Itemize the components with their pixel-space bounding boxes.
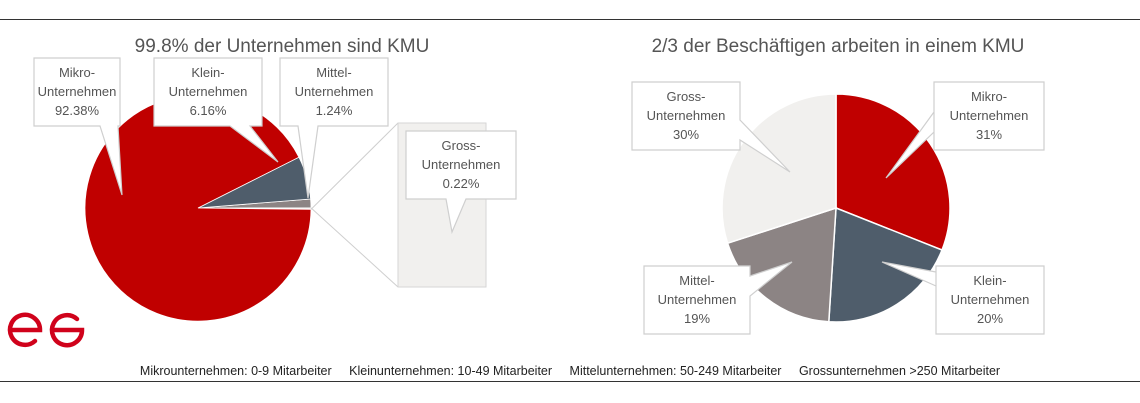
chart1-mikro-value-label: 92.38% [55, 103, 100, 118]
chart1-mittel-label-line: Unternehmen [295, 84, 374, 99]
chart1-title: 99.8% der Unternehmen sind KMU [135, 36, 430, 57]
chart2-gross-callout-box [631, 81, 791, 173]
company-logo [7, 312, 85, 348]
chart2-mikro-callout: Mikro- Unternehmen 31% [885, 81, 1045, 179]
size-definitions-legend: Mikrounternehmen: 0-9 Mitarbeiter Kleinu… [0, 364, 1140, 378]
chart1-gross-label-line: Gross- [442, 138, 481, 153]
legend-gross: Grossunternehmen >250 Mitarbeiter [798, 364, 1001, 378]
chart2-gross-callout: Gross- Unternehmen 30% [631, 81, 791, 173]
chart2-mikro-label-line: Unternehmen [950, 108, 1029, 123]
chart1-detail-connector-top [310, 122, 399, 210]
chart2-mittel-callout: Mittel- Unternehmen 19% [643, 261, 793, 335]
chart2-title: 2/3 der Beschäftigen arbeiten in einem K… [652, 36, 1025, 57]
chart1-mikro-label-line: Unternehmen [38, 84, 117, 99]
chart2-klein-value-label: 20% [977, 311, 1003, 326]
chart2-gross-label-line: Gross- [667, 89, 706, 104]
legend-klein: Kleinunternehmen: 10-49 Mitarbeiter [349, 364, 553, 378]
chart1-mikro-label-line: Mikro- [59, 65, 95, 80]
chart1-klein-callout-box [153, 57, 279, 163]
chart1-mikro-callout-box [33, 57, 123, 196]
chart2-mikro-value-label: 31% [976, 127, 1002, 142]
chart2-mikro-callout-box [885, 81, 1045, 179]
chart2-mittel-label-line: Mittel- [679, 273, 714, 288]
chart1-mittel-label-line: Mittel- [316, 65, 351, 80]
chart1-mittel-callout-box [279, 57, 389, 199]
chart2-mikro-label-line: Mikro- [971, 89, 1007, 104]
chart1-klein-label-line: Klein- [191, 65, 224, 80]
chart2-mittel-label-line: Unternehmen [658, 292, 737, 307]
chart2-mittel-value-label: 19% [684, 311, 710, 326]
legend-mittel: Mittelunternehmen: 50-249 Mitarbeiter [569, 364, 782, 378]
chart2-slice-klein [828, 206, 943, 323]
chart1-gross-callout-box [405, 130, 517, 235]
chart2-klein-label-line: Klein- [973, 273, 1006, 288]
chart1-detail-connector-bottom [310, 207, 399, 288]
chart1-mittel-callout: Mittel- Unternehmen 1.24% [279, 57, 389, 199]
chart2-klein-callout-box [881, 261, 1045, 335]
chart1-gross-callout: Gross- Unternehmen 0.22% [405, 130, 517, 235]
chart2-klein-label-line: Unternehmen [951, 292, 1030, 307]
chart2-gross-value-label: 30% [673, 127, 699, 142]
bottom-rule [0, 381, 1140, 382]
chart2-mittel-callout-box [643, 261, 793, 335]
chart1-gross-value-label: 0.22% [443, 176, 480, 191]
legend-mikro: Mikrounternehmen: 0-9 Mitarbeiter [139, 364, 332, 378]
chart1-klein-value-label: 6.16% [190, 103, 227, 118]
chart1-mikro-callout: Mikro- Unternehmen 92.38% [33, 57, 123, 196]
chart1-klein-label-line: Unternehmen [169, 84, 248, 99]
top-rule [0, 19, 1140, 20]
chart2-gross-label-line: Unternehmen [647, 108, 726, 123]
chart1-gross-label-line: Unternehmen [422, 157, 501, 172]
chart2-klein-callout: Klein- Unternehmen 20% [881, 261, 1045, 335]
chart1-klein-callout: Klein- Unternehmen 6.16% [153, 57, 279, 163]
chart1-mittel-value-label: 1.24% [316, 103, 353, 118]
